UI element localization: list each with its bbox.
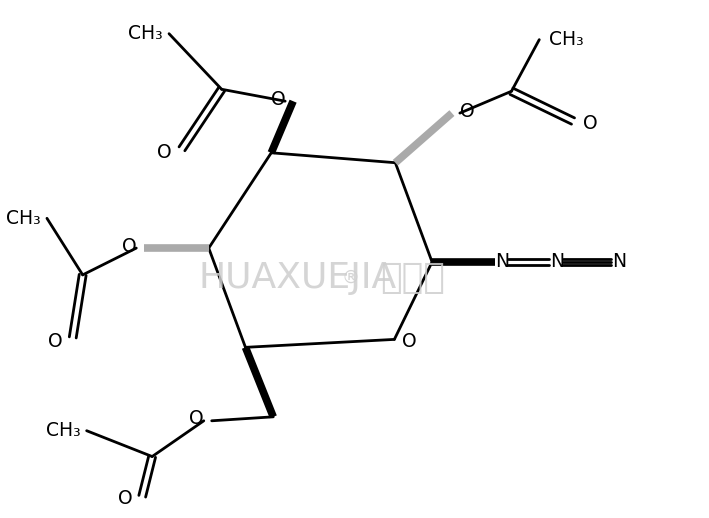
Text: CH₃: CH₃ <box>6 209 41 228</box>
Text: O: O <box>122 237 136 255</box>
Text: ®: ® <box>342 269 359 287</box>
Text: O: O <box>48 332 63 351</box>
Text: O: O <box>460 102 474 121</box>
Text: N: N <box>612 252 626 271</box>
Text: O: O <box>271 90 285 109</box>
Text: CH₃: CH₃ <box>46 421 81 440</box>
Text: CH₃: CH₃ <box>128 24 163 43</box>
Text: N: N <box>496 252 510 271</box>
Text: O: O <box>583 113 598 133</box>
Text: HUAXUEJIA: HUAXUEJIA <box>199 261 397 295</box>
Text: O: O <box>402 332 417 351</box>
Text: N: N <box>550 252 564 271</box>
Text: O: O <box>189 409 203 428</box>
Text: O: O <box>118 488 133 508</box>
Text: 化学加: 化学加 <box>380 261 445 295</box>
Text: O: O <box>157 143 172 162</box>
Text: CH₃: CH₃ <box>549 30 584 49</box>
